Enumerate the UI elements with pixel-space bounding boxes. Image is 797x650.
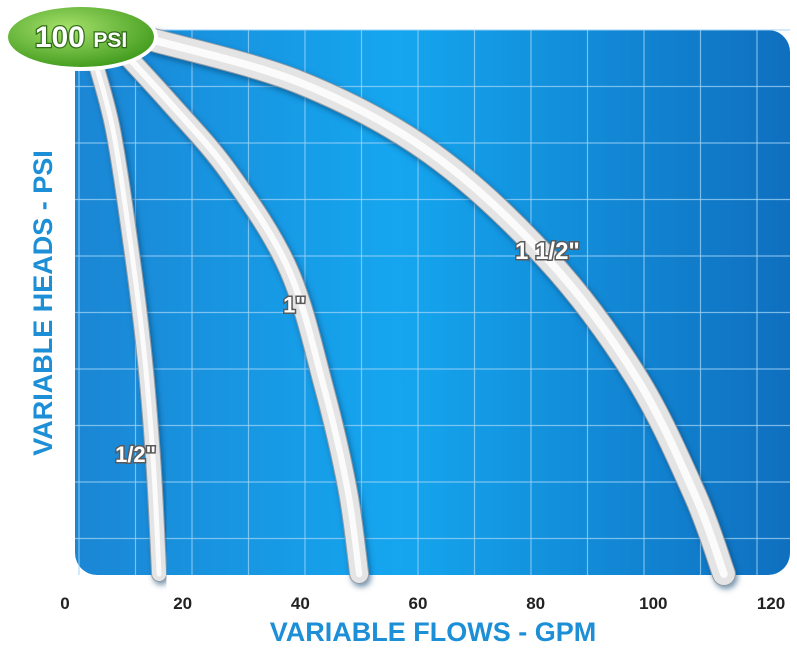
series-label: 1/2" [115,442,156,467]
badge-unit: PSI [93,29,127,52]
badge-text: 100 PSI [35,21,127,54]
x-tick-label: 60 [409,594,428,613]
x-tick-labels: 0 20 40 60 80 100 120 [60,594,785,613]
curve-highlight [108,36,363,578]
x-tick-label: 20 [173,594,192,613]
series-curve [141,28,736,586]
series-label: 1 1/2" [515,238,580,265]
x-tick-label: 80 [526,594,545,613]
series-curve [102,30,370,584]
curve-highlight [149,36,728,578]
series-curve [80,32,168,582]
x-axis-title: VARIABLE FLOWS - GPM [270,617,596,647]
x-tick-label: 120 [757,594,785,613]
curve-highlight [86,37,162,577]
x-tick-label: 40 [291,594,310,613]
pressure-badge: 100 PSI [4,3,158,71]
y-axis-title: VARIABLE HEADS - PSI [28,150,58,456]
badge-ellipse-inner [8,7,154,67]
x-tick-label: 0 [60,594,69,613]
badge-value: 100 [35,21,85,54]
plot-background [75,30,790,575]
curves [80,28,736,586]
curve-labels: 1/2" 1" 1 1/2" [114,236,582,468]
series-label: 1" [283,292,306,317]
x-tick-label: 100 [639,594,667,613]
